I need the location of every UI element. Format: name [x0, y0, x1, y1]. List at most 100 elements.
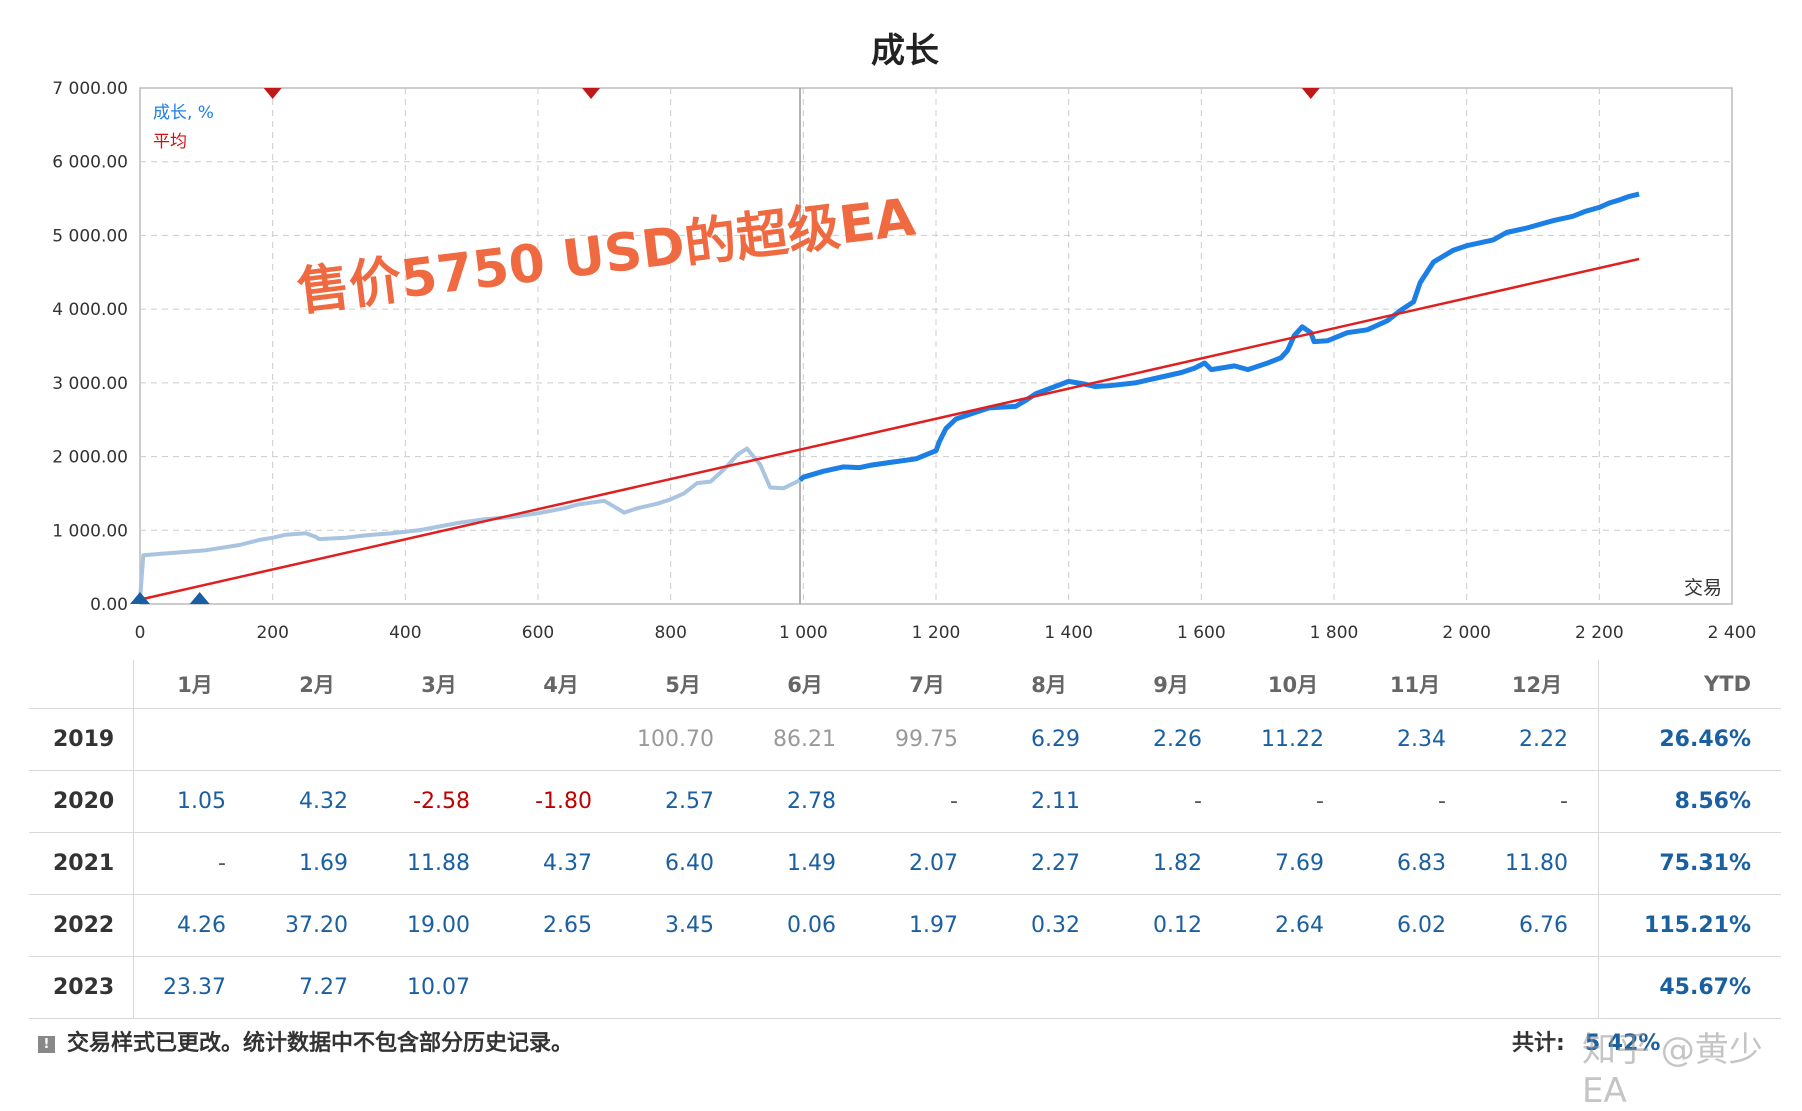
month-value-cell: 2.22: [1476, 708, 1599, 771]
month-value-cell: 6.40: [622, 832, 744, 895]
month-value-cell: 1.69: [256, 832, 378, 895]
month-value-cell: 6.29: [988, 708, 1110, 771]
month-value-cell: 6.02: [1354, 894, 1476, 957]
month-value-cell: -: [1354, 770, 1476, 833]
table-row: 2022 4.26 37.20 19.00 2.65 3.45 0.06 1.97 0.32 0.…: [29, 894, 1781, 957]
month-value-cell: [1232, 956, 1354, 1019]
year-cell: 2022: [29, 894, 134, 957]
x-tick-label: 2 400: [1708, 623, 1757, 643]
monthly-returns-table: 1月 2月 3月 4月 5月 6月 7月 8月 9月 10月 11月 12月 YTD 2019 100.7…: [29, 660, 1781, 1019]
ytd-cell: 115.21%: [1598, 894, 1781, 957]
x-tick-label: 200: [256, 623, 288, 643]
x-tick-label: 1 400: [1044, 623, 1093, 643]
month-value-cell: 10.07: [378, 956, 500, 1019]
trade-markers: [130, 88, 1320, 604]
month-value-cell: 2.11: [988, 770, 1110, 833]
month-value-cell: -: [133, 832, 256, 895]
growth-line: [798, 191, 1640, 483]
x-tick-label: 1 800: [1310, 623, 1359, 643]
y-tick-label: 1 000.00: [52, 521, 128, 541]
corner-header: [29, 660, 134, 709]
ytd-cell: 75.31%: [1598, 832, 1781, 895]
month-value-cell: [500, 708, 622, 771]
month-value-cell: 100.70: [622, 708, 744, 771]
month-value-cell: [133, 708, 256, 771]
table-row: 2021-1.69 11.88 4.37 6.40 1.49 2.07 2.27 1.82 7.…: [29, 832, 1781, 895]
x-tick-label: 2 000: [1442, 623, 1491, 643]
average-line: [139, 257, 1640, 601]
top-trade-marker: [582, 88, 601, 99]
y-tick-label: 0.00: [90, 595, 128, 615]
x-tick-label: 600: [522, 623, 554, 643]
year-cell: 2020: [29, 770, 134, 833]
month-value-cell: [988, 956, 1110, 1019]
month-value-cell: 2.65: [500, 894, 622, 957]
chart-title: 成长: [871, 31, 939, 71]
month-value-cell: [866, 956, 988, 1019]
month-value-cell: 2.26: [1110, 708, 1232, 771]
growth-history-line: [138, 446, 801, 600]
month-value-cell: 1.97: [866, 894, 988, 957]
table-row: 2023 23.37 7.27 10.07 45.67%: [29, 956, 1781, 1019]
month-value-cell: 19.00: [378, 894, 500, 957]
month-value-cell: 1.05: [133, 770, 256, 833]
month-header: 3月: [421, 673, 457, 697]
x-tick-label: 2 200: [1575, 623, 1624, 643]
x-tick-label: 1 600: [1177, 623, 1226, 643]
footer-note: ! 交易样式已更改。统计数据中不包含部分历史记录。: [38, 1025, 573, 1057]
watermark: 知乎 @黄少EA: [1582, 1030, 1763, 1111]
month-value-cell: [378, 708, 500, 771]
grid-lines: [140, 88, 1732, 604]
table-row: 2020 1.05 4.32 -2.58 -1.80 2.57 2.78-2.11- - - -8…: [29, 770, 1781, 833]
month-header: 11月: [1389, 673, 1441, 697]
month-value-cell: 2.78: [744, 770, 866, 833]
month-value-cell: 2.07: [866, 832, 988, 895]
x-tick-label: 400: [389, 623, 421, 643]
y-tick-label: 3 000.00: [52, 374, 128, 394]
month-header: 5月: [665, 673, 701, 697]
month-value-cell: 37.20: [256, 894, 378, 957]
bottom-trade-marker: [189, 592, 210, 604]
month-value-cell: 6.83: [1354, 832, 1476, 895]
ytd-header: YTD: [1598, 660, 1781, 709]
month-value-cell: 2.57: [622, 770, 744, 833]
month-header: 4月: [543, 673, 579, 697]
month-value-cell: 2.64: [1232, 894, 1354, 957]
month-value-cell: 23.37: [133, 956, 256, 1019]
month-value-cell: 99.75: [866, 708, 988, 771]
month-value-cell: 7.69: [1232, 832, 1354, 895]
year-cell: 2023: [29, 956, 134, 1019]
ytd-cell: 8.56%: [1598, 770, 1781, 833]
month-value-cell: [622, 956, 744, 1019]
month-value-cell: -: [1476, 770, 1599, 833]
total-value: 5 42%: [1584, 1031, 1661, 1056]
month-value-cell: [500, 956, 622, 1019]
month-value-cell: [1354, 956, 1476, 1019]
month-header: 7月: [909, 673, 945, 697]
x-axis-label: 交易: [1684, 577, 1722, 599]
month-value-cell: [744, 956, 866, 1019]
month-value-cell: -1.80: [500, 770, 622, 833]
bottom-trade-marker: [130, 592, 150, 604]
month-value-cell: 11.88: [378, 832, 500, 895]
month-value-cell: 11.80: [1476, 832, 1599, 895]
month-value-cell: 4.32: [256, 770, 378, 833]
month-value-cell: 86.21: [744, 708, 866, 771]
month-header: 8月: [1031, 673, 1067, 697]
footer-total: 共计: 5 42%: [1512, 1025, 1660, 1057]
y-tick-label: 2 000.00: [52, 448, 128, 468]
top-trade-marker: [1301, 88, 1320, 99]
month-header: 2月: [299, 673, 335, 697]
growth-chart: 成长 0 200 400 600 800 1 000 1 200 1 400 1 600 1 80…: [52, 31, 1757, 643]
series-layer: [138, 191, 1640, 601]
footer-note-text: 交易样式已更改。统计数据中不包含部分历史记录。: [67, 1031, 574, 1056]
month-value-cell: 2.34: [1354, 708, 1476, 771]
month-value-cell: 7.27: [256, 956, 378, 1019]
y-axis: 0.00 1 000.00 2 000.00 3 000.00 4 000.00 5 00…: [52, 79, 128, 615]
y-tick-label: 6 000.00: [52, 153, 128, 173]
total-label: 共计:: [1512, 1031, 1565, 1056]
ytd-cell: 26.46%: [1598, 708, 1781, 771]
legend-growth: 成长, %: [153, 103, 214, 123]
month-value-cell: 11.22: [1232, 708, 1354, 771]
y-tick-label: 4 000.00: [52, 300, 128, 320]
